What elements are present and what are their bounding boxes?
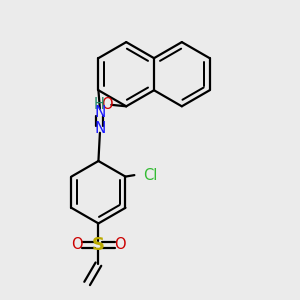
Text: O: O xyxy=(114,237,125,252)
Text: S: S xyxy=(92,236,105,254)
Text: N: N xyxy=(94,105,106,120)
Text: N: N xyxy=(94,122,106,136)
Text: O: O xyxy=(101,97,113,112)
Text: H: H xyxy=(93,97,104,112)
Text: Cl: Cl xyxy=(143,168,158,183)
Text: O: O xyxy=(71,237,83,252)
